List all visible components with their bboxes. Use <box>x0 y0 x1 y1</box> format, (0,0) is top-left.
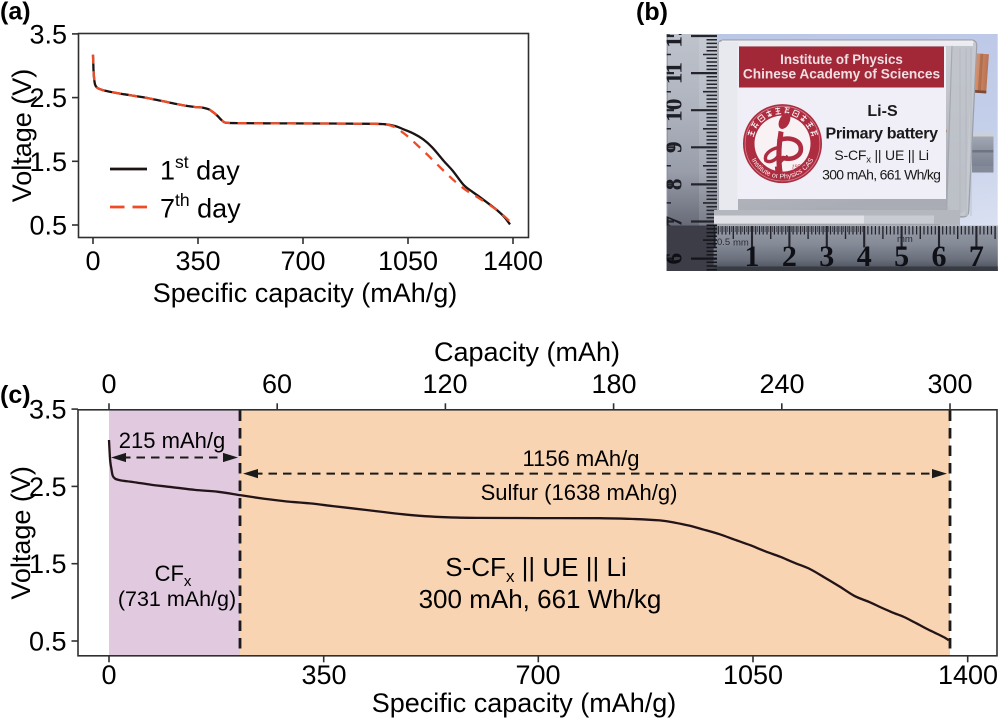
svg-text:e: e <box>765 170 772 178</box>
svg-text:0.5: 0.5 <box>29 627 67 657</box>
svg-text:mm: mm <box>733 238 749 249</box>
svg-text:P: P <box>779 174 784 181</box>
svg-text:(a): (a) <box>0 0 31 26</box>
svg-text:Capacity (mAh): Capacity (mAh) <box>434 337 620 367</box>
svg-text:Voltage (V): Voltage (V) <box>6 466 36 600</box>
svg-text:60: 60 <box>262 369 292 399</box>
svg-text:Sulfur (1638 mAh/g): Sulfur (1638 mAh/g) <box>481 480 678 505</box>
svg-text:12: 12 <box>662 24 688 48</box>
svg-text:t: t <box>755 164 761 170</box>
svg-text:300 mAh, 661 Wh/kg: 300 mAh, 661 Wh/kg <box>419 584 662 614</box>
svg-text:s: s <box>753 161 761 169</box>
svg-text:6: 6 <box>662 252 688 264</box>
svg-text:1st day: 1st day <box>160 152 240 186</box>
svg-text:300: 300 <box>927 369 972 399</box>
svg-text:2.5: 2.5 <box>29 472 67 502</box>
svg-text:1.5: 1.5 <box>29 549 67 579</box>
svg-text:0: 0 <box>101 660 116 690</box>
svg-text:s: s <box>790 171 796 179</box>
svg-text:A: A <box>804 160 813 168</box>
svg-text:1400: 1400 <box>938 660 998 690</box>
svg-text:7: 7 <box>662 215 688 227</box>
svg-text:1950: 1950 <box>792 165 804 171</box>
svg-text:8: 8 <box>662 179 688 191</box>
svg-text:4: 4 <box>857 240 872 273</box>
svg-text:f: f <box>775 173 778 180</box>
svg-text:i: i <box>757 165 763 172</box>
svg-text:s: s <box>797 168 804 176</box>
svg-text:Specific capacity (mAh/g): Specific capacity (mAh/g) <box>372 688 677 718</box>
svg-text:t: t <box>758 166 764 173</box>
svg-text:Specific capacity (mAh/g): Specific capacity (mAh/g) <box>153 278 458 308</box>
svg-text:10: 10 <box>662 98 688 122</box>
svg-text:S-CFx || UE || Li: S-CFx || UE || Li <box>834 147 929 166</box>
svg-text:Chinese Academy of Sciences: Chinese Academy of Sciences <box>743 67 941 82</box>
svg-text:0: 0 <box>101 369 116 399</box>
svg-text:(b): (b) <box>636 0 668 26</box>
svg-text:180: 180 <box>591 369 636 399</box>
svg-text:u: u <box>760 167 767 175</box>
svg-text:3: 3 <box>819 240 834 273</box>
svg-text:(731 mAh/g): (731 mAh/g) <box>118 587 236 611</box>
svg-text:y: y <box>787 172 792 180</box>
svg-text:Primary battery: Primary battery <box>826 126 939 143</box>
svg-text:240: 240 <box>759 369 804 399</box>
svg-text:0.5: 0.5 <box>29 211 67 241</box>
svg-text:1.5: 1.5 <box>29 147 67 177</box>
svg-text:1050: 1050 <box>723 660 783 690</box>
svg-text:Voltage (V): Voltage (V) <box>7 69 37 203</box>
svg-text:1400: 1400 <box>483 246 543 276</box>
svg-text:350: 350 <box>301 660 346 690</box>
svg-text:S: S <box>807 157 816 165</box>
svg-text:700: 700 <box>280 246 325 276</box>
svg-text:3.5: 3.5 <box>29 19 67 49</box>
svg-text:n: n <box>751 159 759 166</box>
svg-text:I: I <box>750 157 757 162</box>
svg-text:(c): (c) <box>0 381 31 409</box>
svg-text:Institute of Physics: Institute of Physics <box>780 52 903 67</box>
svg-text:c: c <box>794 169 801 177</box>
svg-text:7: 7 <box>969 240 984 273</box>
svg-text:0: 0 <box>85 246 100 276</box>
svg-text:i: i <box>793 171 798 178</box>
svg-text:700: 700 <box>515 660 560 690</box>
svg-text:215 mAh/g: 215 mAh/g <box>119 428 225 453</box>
svg-text:120: 120 <box>422 369 467 399</box>
svg-text:350: 350 <box>175 246 220 276</box>
svg-text:5: 5 <box>894 240 909 273</box>
svg-text:7th day: 7th day <box>160 190 241 224</box>
svg-text:11: 11 <box>662 62 688 84</box>
svg-text:C: C <box>801 164 809 173</box>
svg-text:t: t <box>763 169 768 176</box>
svg-text:6: 6 <box>932 240 947 273</box>
svg-text:1: 1 <box>745 240 760 273</box>
svg-text:Li-S: Li-S <box>867 103 898 120</box>
svg-text:S-CFx || UE || Li: S-CFx || UE || Li <box>445 552 626 586</box>
svg-text:3.5: 3.5 <box>29 395 67 425</box>
svg-text:2: 2 <box>782 240 797 273</box>
svg-text:mm: mm <box>897 234 913 245</box>
svg-text:2.5: 2.5 <box>29 83 67 113</box>
svg-text:300 mAh, 661 Wh/kg: 300 mAh, 661 Wh/kg <box>822 167 940 183</box>
svg-text:0.5: 0.5 <box>717 237 730 248</box>
svg-text:1050: 1050 <box>378 246 438 276</box>
svg-text:1156 mAh/g: 1156 mAh/g <box>522 446 639 471</box>
svg-text:h: h <box>784 173 789 180</box>
svg-text:9: 9 <box>662 141 688 153</box>
svg-text:o: o <box>771 172 777 180</box>
